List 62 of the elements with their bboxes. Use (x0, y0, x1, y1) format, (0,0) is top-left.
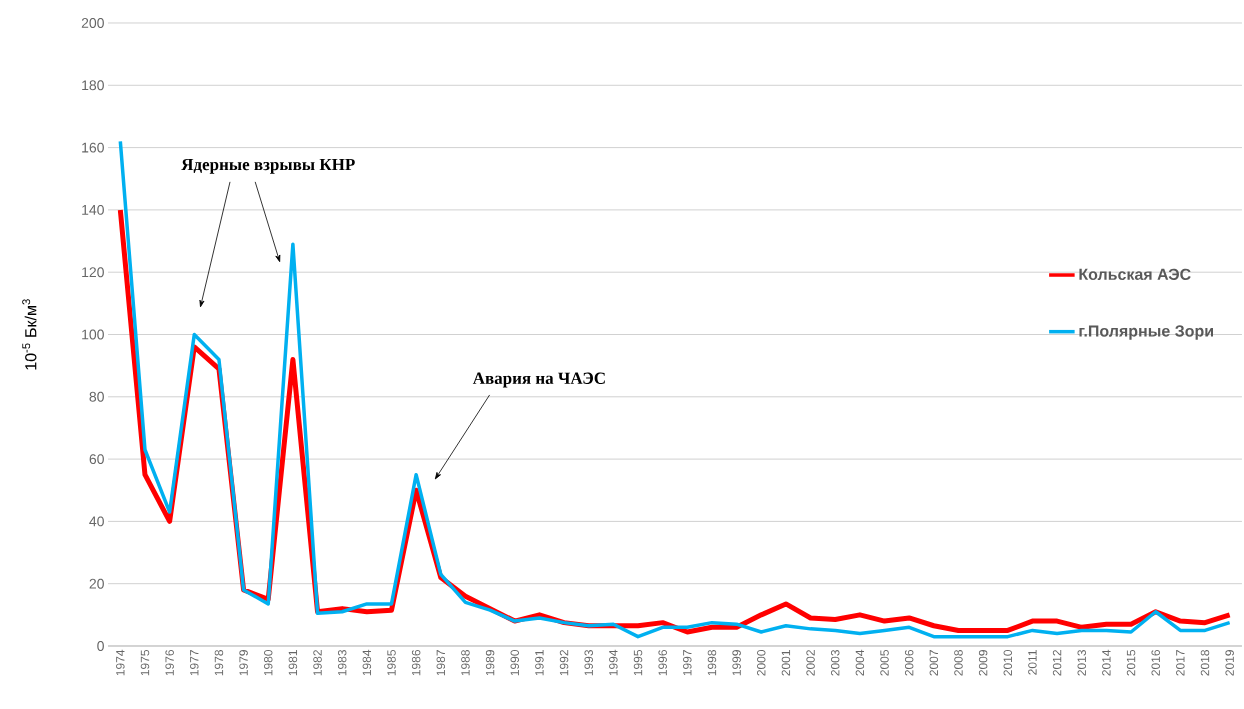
x-tick-label: 2015 (1126, 650, 1136, 676)
x-tick-label: 1998 (707, 650, 717, 676)
x-tick-label: 2019 (1225, 650, 1234, 676)
x-tick-label: 2008 (954, 650, 963, 676)
x-tick-label: 2000 (757, 650, 766, 676)
y-tick-label: 200 (81, 18, 104, 28)
y-tick-label: 60 (89, 454, 104, 465)
x-tick-label: 2007 (929, 650, 939, 676)
x-tick-label: 1980 (263, 650, 273, 676)
y-tick-label: 100 (82, 329, 104, 340)
x-tick-label: 1996 (658, 650, 667, 676)
y-axis-title: 10$^{-5}$ Бк/м$^{3}$ (22, 299, 37, 370)
x-tick-label: 1989 (485, 650, 495, 676)
x-tick-label: 1993 (584, 650, 593, 676)
annotation: Авария на ЧАЭС (472, 372, 605, 388)
x-tick-label: 2003 (830, 650, 840, 676)
legend-label: г.Полярные Зори (1079, 325, 1213, 340)
x-tick-label: 1994 (609, 649, 618, 676)
x-tick-label: 1976 (165, 650, 174, 676)
x-tick-label: 2017 (1176, 650, 1185, 676)
x-tick-label: 1978 (214, 650, 224, 676)
y-tick-label: 80 (89, 391, 104, 402)
y-tick-label: 140 (82, 204, 104, 215)
x-tick-label: 1982 (313, 650, 322, 676)
x-tick-label: 1983 (337, 650, 347, 676)
x-tick-label: 2010 (1003, 650, 1013, 676)
x-tick-label: 2004 (855, 649, 865, 676)
annotation: Ядерные взрывы КНР (181, 158, 355, 174)
x-tick-label: 1975 (140, 650, 150, 676)
x-tick-label: 1979 (239, 650, 248, 676)
x-tick-label: 1986 (411, 650, 421, 676)
y-tick-label: 120 (82, 267, 104, 278)
y-tick-label: 180 (82, 80, 104, 91)
x-tick-label: 2006 (904, 650, 914, 676)
x-tick-label: 2009 (978, 650, 988, 676)
x-tick-label: 1991 (535, 650, 544, 676)
x-tick-label: 2018 (1200, 650, 1210, 676)
x-tick-label: 1988 (461, 650, 470, 676)
x-tick-label: 2012 (1052, 650, 1062, 676)
x-tick-label: 1995 (633, 650, 643, 676)
x-tick-label: 2013 (1077, 650, 1086, 676)
x-tick-label: 2014 (1102, 649, 1111, 676)
x-tick-label: 1981 (288, 650, 298, 676)
y-tick-label: 0 (97, 641, 104, 651)
x-tick-label: 2001 (781, 650, 791, 676)
x-tick-label: 1985 (387, 650, 396, 676)
x-tick-label: 1997 (683, 650, 692, 676)
y-tick-label: 40 (89, 516, 104, 527)
x-tick-label: 1992 (559, 650, 569, 676)
x-tick-label: 1999 (732, 650, 741, 676)
x-tick-label: 2011 (1028, 650, 1037, 675)
x-tick-label: 2002 (806, 650, 815, 676)
x-tick-label: 1987 (436, 650, 446, 676)
x-tick-label: 1977 (190, 650, 199, 676)
x-tick-label: 1990 (510, 650, 520, 676)
y-tick-label: 160 (82, 142, 104, 153)
legend-label: Кольская АЭС (1079, 268, 1191, 281)
x-tick-label: 1984 (362, 649, 372, 676)
x-tick-label: 2005 (880, 650, 889, 676)
x-tick-label: 1974 (116, 649, 125, 676)
y-tick-label: 20 (89, 578, 104, 589)
x-tick-label: 2016 (1151, 650, 1160, 676)
